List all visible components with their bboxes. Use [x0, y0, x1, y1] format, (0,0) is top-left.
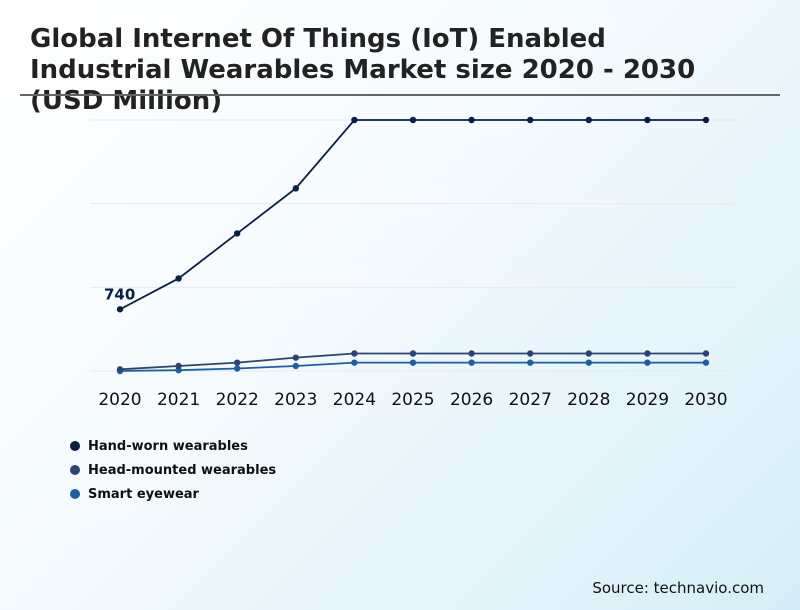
legend: Hand-worn wearables Head-mounted wearable… — [70, 434, 276, 506]
data-point — [527, 116, 534, 124]
x-tick-label: 2021 — [157, 390, 200, 410]
data-point — [351, 350, 358, 357]
data-point — [116, 306, 124, 313]
data-point — [644, 350, 651, 357]
data-point — [409, 350, 417, 357]
data-point — [585, 116, 592, 124]
gridlines — [90, 119, 736, 372]
x-tick-label: 2024 — [333, 390, 376, 410]
data-point — [175, 275, 182, 282]
series-line — [119, 119, 706, 311]
x-tick-label: 2022 — [216, 390, 259, 410]
line-chart: 740 2020 2021 2022 2023 2024 2025 2026 2027 2028… — [90, 116, 736, 410]
data-point — [702, 116, 710, 124]
data-point — [585, 359, 592, 366]
legend-marker-icon — [70, 489, 80, 499]
data-point — [351, 359, 358, 366]
x-tick-label: 2030 — [684, 390, 727, 410]
data-point — [409, 359, 417, 366]
chart-title: Global Internet Of Things (IoT) Enabled … — [30, 24, 696, 116]
data-point — [234, 365, 241, 372]
data-point — [234, 359, 241, 366]
data-point — [116, 366, 124, 373]
data-point — [585, 350, 592, 357]
legend-item: Hand-worn wearables — [70, 434, 276, 458]
data-label: 740 — [104, 285, 135, 303]
legend-label: Hand-worn wearables — [88, 438, 248, 454]
data-point — [351, 116, 358, 124]
x-tick-label: 2023 — [274, 390, 317, 410]
x-tick-label: 2026 — [450, 390, 493, 410]
data-point — [702, 359, 710, 366]
source-note: Source: technavio.com — [592, 579, 764, 597]
x-tick-label: 2028 — [567, 390, 610, 410]
data-point — [527, 359, 534, 366]
legend-item: Smart eyewear — [70, 482, 276, 506]
data-point — [409, 116, 417, 124]
legend-label: Head-mounted wearables — [88, 462, 277, 478]
data-point — [292, 185, 299, 192]
data-point — [468, 350, 475, 357]
data-points — [116, 116, 710, 375]
data-point — [234, 230, 241, 237]
data-point — [292, 362, 299, 370]
data-point — [702, 350, 710, 357]
x-tick-label: 2029 — [626, 390, 669, 410]
legend-marker-icon — [70, 465, 80, 475]
data-point — [175, 362, 182, 370]
data-point — [527, 350, 534, 357]
x-tick-label: 2020 — [98, 390, 141, 410]
data-point — [468, 116, 475, 124]
data-point — [644, 359, 651, 366]
legend-item: Head-mounted wearables — [70, 458, 276, 482]
title-divider — [20, 94, 780, 96]
x-axis-ticks: 2020 2021 2022 2023 2024 2025 2026 2027 2028 2029… — [98, 390, 727, 410]
x-tick-label: 2025 — [391, 390, 434, 410]
data-point — [292, 354, 299, 361]
data-labels: 740 — [104, 285, 135, 303]
x-tick-label: 2027 — [509, 390, 552, 410]
legend-marker-icon — [70, 441, 80, 451]
legend-label: Smart eyewear — [88, 486, 199, 502]
data-point — [644, 116, 651, 124]
series-lines — [119, 119, 706, 372]
data-point — [468, 359, 475, 366]
